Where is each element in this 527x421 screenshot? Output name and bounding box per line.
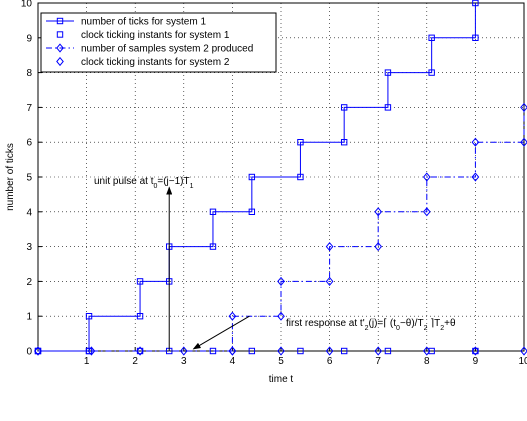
x-tick-label: 3 (181, 356, 187, 367)
x-tick-label: 4 (230, 356, 236, 367)
legend-entry-3: number of samples system 2 produced (46, 43, 253, 55)
legend-box (40, 12, 277, 73)
y-axis-label: number of ticks (5, 143, 16, 211)
square-marker (248, 173, 256, 181)
x-tick-label: 8 (424, 356, 430, 367)
square-marker (384, 69, 392, 76)
square-marker (297, 347, 304, 355)
series-4 (34, 346, 527, 356)
response-annotation: first response at t'2(j)=⌈ (t0−θ)/T2 ⌉T2… (286, 318, 456, 332)
diamond-marker (325, 242, 334, 252)
diamond-marker (277, 311, 285, 321)
x-axis-label: time t (269, 374, 294, 385)
diamond-marker (179, 346, 188, 356)
diamond-marker (228, 346, 237, 356)
diamond-marker (34, 346, 42, 356)
square-marker (209, 243, 217, 250)
step-line (38, 3, 476, 352)
diamond-marker (56, 43, 64, 53)
diamond-marker (277, 276, 285, 286)
y-tick-label: 1 (26, 312, 32, 323)
square-marker (248, 208, 256, 216)
legend-label: number of samples system 2 produced (81, 44, 253, 55)
legend-entry-1: number of ticks for system 1 (46, 17, 206, 28)
square-marker (248, 347, 256, 355)
square-marker (56, 17, 64, 25)
legend: number of ticks for system 1 clock tickin… (40, 12, 277, 73)
diamond-marker (422, 207, 431, 217)
diamond-marker (374, 346, 383, 356)
diamond-marker (228, 311, 237, 321)
square-marker (56, 31, 64, 38)
y-tick-label: 6 (26, 138, 32, 149)
x-tick-label: 6 (327, 356, 333, 367)
diamond-marker (520, 137, 527, 147)
diamond-marker (136, 346, 144, 356)
square-marker (297, 139, 304, 146)
legend-entry-2: clock ticking instants for system 1 (56, 30, 230, 41)
legend-label: clock ticking instants for system 1 (81, 30, 230, 41)
square-marker (340, 104, 348, 111)
legend-label: clock ticking instants for system 2 (81, 57, 230, 68)
y-tick-label: 8 (26, 68, 32, 79)
diamond-marker (520, 346, 527, 356)
square-marker (428, 34, 435, 41)
square-marker (297, 173, 304, 181)
diamond-marker (471, 172, 480, 182)
diamond-marker (422, 172, 431, 182)
diamond-marker (87, 346, 96, 356)
x-tick-label: 10 (518, 356, 527, 367)
diamond-marker (374, 207, 383, 217)
diamond-marker (471, 346, 480, 356)
diamond-marker (325, 276, 334, 286)
diamond-marker (374, 242, 383, 252)
diamond-marker (520, 102, 527, 112)
square-marker (384, 347, 392, 355)
legend-entry-4: clock ticking instants for system 2 (56, 56, 230, 68)
diamond-marker (422, 346, 431, 356)
y-tick-label: 0 (26, 347, 32, 358)
annotations: unit pulse at t0=(j−1)T1 first response a… (94, 176, 456, 351)
square-marker (428, 69, 435, 76)
diamond-marker (277, 346, 285, 356)
y-tick-label: 7 (26, 103, 32, 114)
y-tick-label: 10 (21, 0, 33, 10)
x-tick-label: 2 (132, 356, 138, 367)
square-marker (136, 278, 144, 285)
y-tick-label: 2 (26, 277, 32, 288)
square-marker (85, 347, 93, 355)
x-tick-label: 7 (375, 356, 381, 367)
y-tick-label: 9 (26, 33, 32, 44)
square-marker (428, 347, 435, 355)
square-marker (384, 104, 392, 111)
square-marker (340, 347, 348, 355)
y-tick-label: 3 (26, 242, 32, 253)
legend-label: number of ticks for system 1 (81, 17, 206, 28)
y-tick-label: 5 (26, 173, 32, 184)
x-tick-label: 5 (278, 356, 284, 367)
pulse-annotation: unit pulse at t0=(j−1)T1 (94, 176, 194, 190)
square-marker (85, 313, 93, 320)
square-marker (472, 0, 479, 7)
diamond-marker (325, 346, 334, 356)
diamond-marker (56, 56, 64, 67)
x-tick-label: 1 (84, 356, 90, 367)
square-marker (340, 139, 348, 146)
x-tick-label: 9 (473, 356, 479, 367)
diamond-marker (471, 137, 480, 147)
y-tick-label: 4 (26, 207, 32, 218)
square-marker (472, 34, 479, 41)
square-marker (136, 313, 144, 320)
ticks: 1 2 3 4 5 6 7 8 9 10 0 1 2 3 4 5 6 7 8 9 10 (21, 0, 527, 367)
response-arrow (192, 315, 250, 350)
square-marker (209, 208, 217, 216)
